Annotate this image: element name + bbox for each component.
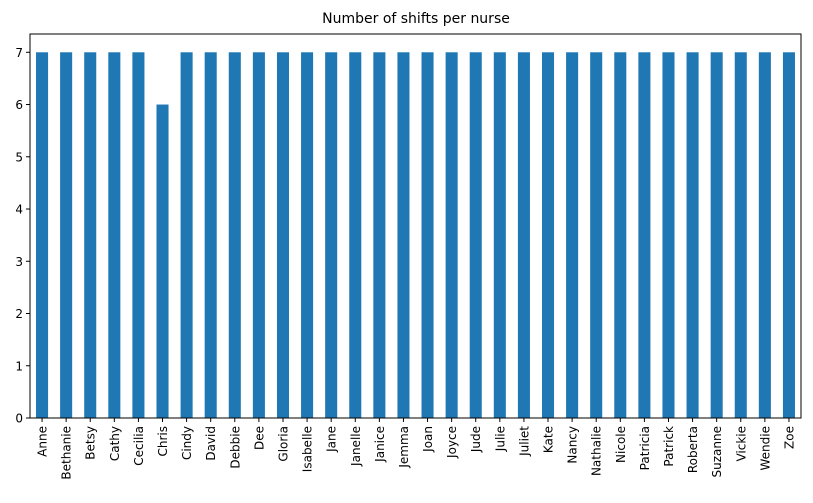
x-axis: Anne Bethanie Betsy Cathy Cecilia Chris Cindy D… [36, 418, 796, 480]
x-tick-label: Nancy [566, 426, 580, 464]
bar-bethanie [60, 52, 73, 419]
x-tick-label: Nicole [614, 426, 628, 463]
bar-betsy [84, 52, 97, 419]
y-tick-label: 2 [15, 307, 23, 321]
x-tick-label: Joyce [445, 426, 459, 459]
bar-suzanne [710, 52, 723, 419]
bar-dee [252, 52, 265, 419]
x-tick-label: Jude [469, 426, 483, 453]
plot-frame [29, 33, 802, 419]
y-tick-label: 0 [15, 412, 23, 426]
x-tick-label: Julie [493, 426, 507, 452]
bar-patrick [662, 52, 675, 419]
y-tick-label: 6 [15, 98, 23, 112]
bar-jemma [397, 52, 410, 419]
bar-nathalie [590, 52, 603, 419]
bar-julie [493, 52, 506, 419]
x-tick-label: Gloria [276, 426, 290, 462]
bar-chris [156, 104, 169, 418]
bar-janelle [349, 52, 362, 419]
bar-roberta [686, 52, 699, 419]
y-tick-label: 5 [15, 150, 23, 164]
x-tick-label: Patrick [662, 426, 676, 467]
x-tick-label: Suzanne [710, 426, 724, 477]
x-tick-label: Cindy [180, 426, 194, 460]
x-tick-label: Dee [252, 426, 266, 450]
bar-jude [469, 52, 482, 419]
bar-joan [421, 52, 434, 419]
x-tick-label: Anne [36, 426, 50, 457]
x-tick-label: Patricia [638, 426, 652, 470]
bar-cindy [180, 52, 193, 419]
bar-zoe [782, 52, 795, 419]
bar-janice [373, 52, 386, 419]
x-tick-label: Betsy [84, 426, 98, 460]
bar-gloria [276, 52, 290, 419]
y-tick-label: 7 [15, 46, 23, 60]
x-tick-label: Jemma [397, 426, 411, 469]
y-axis: 0 1 2 3 4 5 6 7 [15, 46, 30, 426]
chart-title: Number of shifts per nurse [322, 11, 510, 27]
x-tick-label: Nathalie [590, 426, 604, 476]
bar-cecilia [132, 52, 145, 419]
x-tick-label: Isabelle [301, 426, 315, 472]
bar-wendie [758, 52, 771, 419]
x-tick-label: Wendie [758, 426, 772, 470]
x-tick-label: Vickie [734, 426, 748, 462]
x-tick-label: Janelle [349, 426, 363, 467]
x-tick-label: Chris [156, 426, 170, 457]
bar-cathy [108, 52, 121, 419]
bar-vickie [734, 52, 747, 419]
x-tick-label: Cathy [108, 426, 122, 461]
bar-joyce [445, 52, 458, 419]
x-tick-label: Janice [373, 426, 387, 463]
x-tick-label: Zoe [782, 426, 796, 449]
bars-group [36, 52, 795, 419]
bar-patricia [638, 52, 651, 419]
bar-isabelle [301, 52, 314, 419]
y-tick-label: 3 [15, 255, 23, 269]
bar-anne [36, 52, 49, 419]
x-tick-label: Kate [542, 426, 556, 453]
bar-nancy [566, 52, 579, 419]
bar-nicole [614, 52, 627, 419]
bar-jane [325, 52, 338, 419]
bar-kate [541, 52, 555, 419]
x-tick-label: David [204, 426, 218, 461]
x-tick-label: Juliet [517, 426, 531, 457]
x-tick-label: Joan [421, 426, 435, 453]
x-tick-label: Debbie [228, 426, 242, 469]
y-tick-label: 4 [15, 203, 23, 217]
y-tick-label: 1 [15, 359, 23, 373]
x-tick-label: Jane [325, 426, 339, 453]
bar-juliet [517, 52, 530, 419]
bar-david [204, 52, 217, 419]
x-tick-label: Bethanie [60, 426, 74, 480]
bar-debbie [228, 52, 241, 419]
x-tick-label: Cecilia [132, 426, 146, 466]
x-tick-label: Roberta [686, 426, 700, 473]
